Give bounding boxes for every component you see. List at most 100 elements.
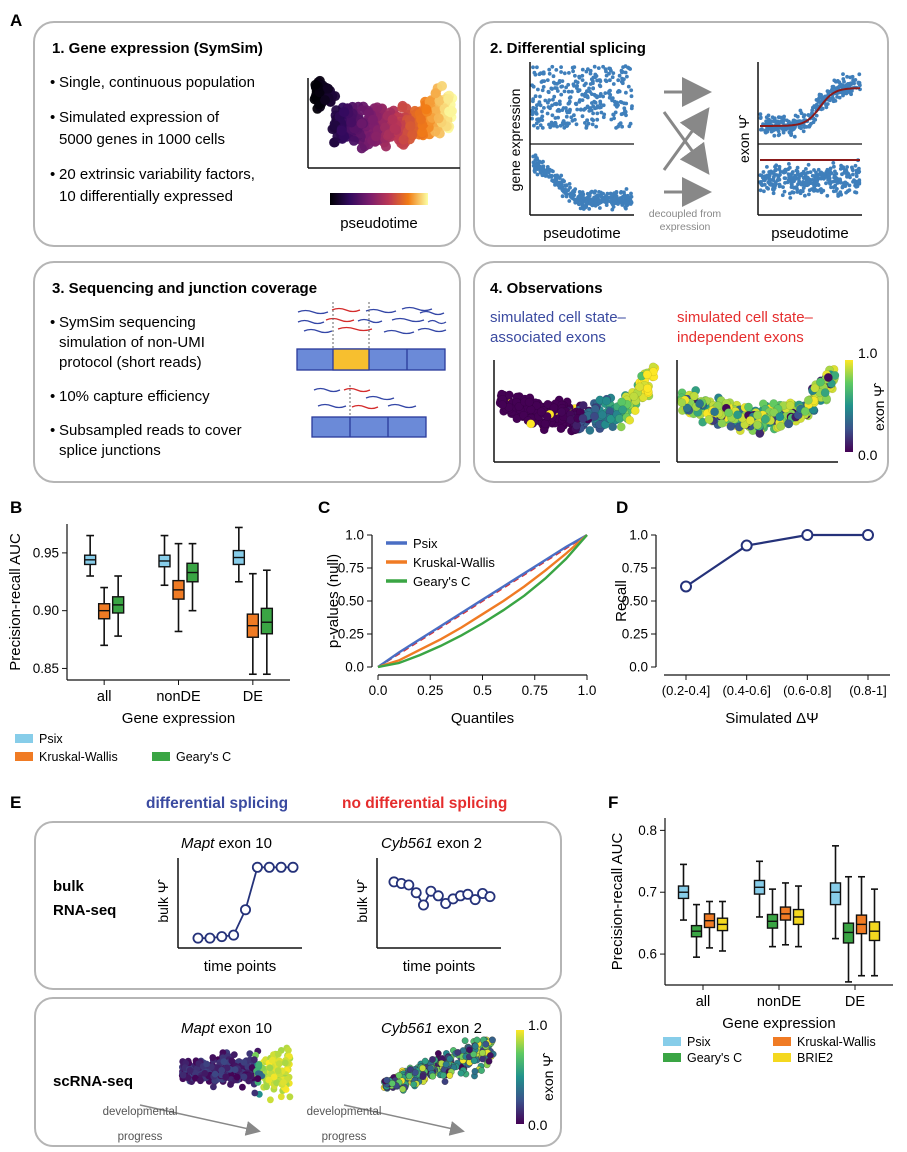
- bullet-line-1-0: Simulated expression of: [59, 109, 220, 126]
- expr-dot-top: [623, 70, 628, 75]
- y-tick-label: 0.85: [33, 661, 59, 676]
- expr-dot-bottom: [620, 198, 625, 203]
- exon-track-top: [296, 348, 446, 371]
- expr-dot-top: [551, 97, 555, 102]
- expr-dot-bottom: [626, 201, 630, 205]
- obs-cell-dot: [556, 424, 566, 434]
- expr-dot-top: [567, 71, 571, 75]
- y-axis-label: p-values (null): [325, 554, 342, 648]
- expr-dot-bottom: [546, 170, 551, 175]
- expr-dot-top: [601, 94, 605, 99]
- bullet-dot: •: [50, 74, 55, 91]
- mapt-cell-dot: [218, 1067, 226, 1074]
- expr-dot-top: [629, 88, 634, 93]
- read-wave: [317, 403, 347, 409]
- psi-dot-top: [857, 72, 862, 77]
- expr-dot-top: [584, 124, 589, 128]
- obs-cell-dot: [760, 414, 770, 424]
- expr-dot-top: [553, 81, 557, 86]
- expr-dot-top: [598, 79, 603, 84]
- expr-dot-top: [618, 100, 623, 104]
- psi-dot-top: [817, 93, 822, 98]
- bullet-dot: •: [50, 109, 55, 126]
- cellstate-associated-label-1: simulated cell state–: [490, 309, 627, 326]
- mapt-cell-dot: [240, 1059, 248, 1066]
- expr-dot-top: [573, 73, 577, 78]
- box3-title: 3. Sequencing and junction coverage: [52, 280, 317, 297]
- expr-dot-top: [564, 85, 568, 90]
- psi-dot-top: [795, 114, 800, 119]
- psi-dot-top: [765, 119, 770, 124]
- expr-dot-top: [628, 67, 632, 71]
- panel-label-b: B: [10, 498, 22, 517]
- expr-dot-top: [620, 124, 624, 129]
- cyb561-sc-title: Cyb561 exon 2: [381, 1020, 482, 1037]
- cell-dot: [443, 94, 454, 104]
- x-axis-label: Gene expression: [722, 1015, 835, 1032]
- expr-dot-bottom: [535, 172, 540, 177]
- y-tick-label: 0.50: [338, 594, 364, 609]
- cyb561-cell-dot: [482, 1040, 490, 1048]
- cell-dot: [444, 106, 455, 117]
- expr-dot-top: [555, 124, 559, 129]
- cellstate-associated-label-2: associated exons: [490, 329, 606, 346]
- psi-dot-bottom: [806, 162, 811, 167]
- expr-dot-bottom: [624, 187, 629, 191]
- expr-dot-bottom: [564, 194, 569, 199]
- psi-dot-bottom: [804, 180, 808, 185]
- psi-dot-bottom: [761, 170, 766, 174]
- psi-dot-bottom: [834, 171, 839, 176]
- psi-dot-top: [758, 112, 763, 117]
- psi-dot-top: [776, 129, 781, 134]
- developmental-label-2: developmental: [307, 1106, 382, 1118]
- expr-dot-bottom: [622, 190, 626, 195]
- expr-dot-top: [534, 121, 539, 126]
- expr-dot-top: [629, 106, 634, 111]
- expr-dot-top: [607, 71, 611, 76]
- expr-dot-top: [530, 116, 534, 121]
- psi-dot-bottom: [810, 187, 815, 192]
- read-wave: [313, 387, 341, 393]
- psi-dot-bottom: [797, 176, 801, 181]
- obs-cell-dot: [752, 410, 762, 420]
- panel-label-f: F: [608, 793, 618, 812]
- obs-cell-dot: [677, 398, 687, 408]
- mapt-cell-dot: [220, 1058, 228, 1066]
- psi-dot-top: [802, 125, 807, 129]
- panel-label-d: D: [616, 498, 628, 517]
- cell-dot: [433, 113, 444, 124]
- expr-dot-top: [534, 106, 539, 111]
- obs-cell-dot: [775, 412, 785, 422]
- expr-dot-top: [580, 73, 585, 78]
- expr-dot-top: [617, 73, 622, 78]
- mapt-cell-dot: [270, 1073, 278, 1081]
- expr-dot-top: [621, 111, 625, 116]
- box-gene-expression: [33, 21, 461, 247]
- expr-dot-bottom: [559, 173, 564, 178]
- obs-cell-dot: [630, 406, 640, 416]
- cell-dot: [371, 131, 382, 142]
- expr-dot-bottom: [535, 156, 539, 160]
- psi-dot-bottom: [792, 175, 797, 180]
- psi-dot-bottom: [768, 178, 772, 182]
- psi-dot-top: [841, 72, 845, 76]
- psi-dot-bottom: [773, 180, 778, 185]
- psi-dot-bottom: [833, 183, 838, 188]
- psi-dot-top: [831, 96, 835, 101]
- legend-label: Kruskal-Wallis: [413, 555, 495, 570]
- psi-dot-top: [801, 129, 806, 134]
- y-tick-label: 0.0: [629, 660, 648, 675]
- read-wave: [331, 307, 361, 313]
- timecourse-line: [198, 866, 293, 939]
- timecourse-point: [204, 932, 216, 944]
- psi-dot-bottom: [840, 172, 844, 177]
- psi-dot-bottom: [765, 173, 769, 178]
- x-tick-label: (0.4-0.6]: [722, 683, 770, 698]
- psi-dot-bottom: [820, 171, 825, 176]
- expr-dot-top: [531, 111, 535, 116]
- psi-colorbar-bottom: 0.0: [858, 447, 878, 463]
- cell-dot: [437, 81, 447, 91]
- expr-dot-top: [547, 98, 552, 103]
- panel-label-e: E: [10, 793, 21, 812]
- obs-cell-dot: [618, 405, 628, 415]
